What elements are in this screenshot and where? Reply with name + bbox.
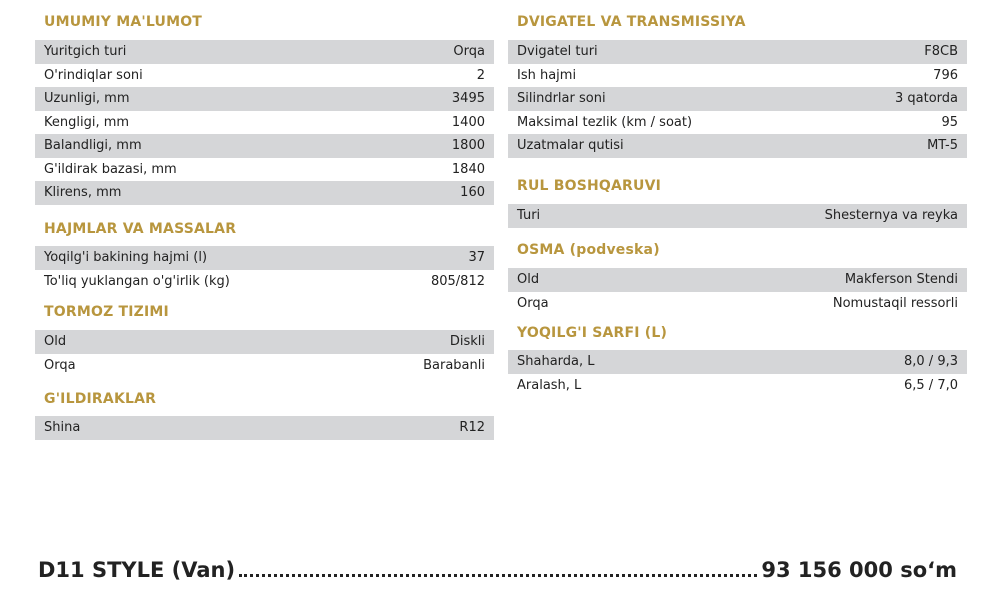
spec-row: Ish hajmi 796 bbox=[508, 64, 967, 88]
spec-label: Ish hajmi bbox=[517, 67, 577, 83]
spec-label: Maksimal tezlik (km / soat) bbox=[517, 114, 693, 130]
spec-row: Maksimal tezlik (km / soat) 95 bbox=[508, 111, 967, 135]
spec-value: Orqa bbox=[453, 44, 485, 60]
section-title: G'ILDIRAKLAR bbox=[44, 391, 157, 407]
spec-label: Shaharda, L bbox=[517, 354, 595, 370]
price: 93 156 000 so‘m bbox=[761, 558, 957, 582]
section-title: TORMOZ TIZIMI bbox=[44, 304, 169, 320]
spec-label: Yuritgich turi bbox=[44, 44, 127, 60]
spec-label: Shina bbox=[44, 420, 81, 436]
section-title: UMUMIY MA'LUMOT bbox=[44, 14, 203, 30]
spec-value: 805/812 bbox=[430, 273, 485, 289]
spec-row: Silindrlar soni 3 qatorda bbox=[508, 87, 967, 111]
spec-row: Orqa Barabanli bbox=[35, 354, 494, 378]
spec-row: Old Makferson Stendi bbox=[508, 268, 967, 292]
spec-label: Yoqilg'i bakining hajmi (l) bbox=[44, 250, 208, 266]
leader bbox=[239, 574, 758, 577]
spec-value: Diskli bbox=[449, 334, 485, 350]
section-title: DVIGATEL VA TRANSMISSIYA bbox=[517, 14, 746, 30]
price-line: D11 STYLE (Van) 93 156 000 so‘m bbox=[38, 558, 957, 582]
spec-row: G'ildirak bazasi, mm 1840 bbox=[35, 158, 494, 182]
spec-label: Orqa bbox=[517, 295, 549, 311]
spec-row: Yoqilg'i bakining hajmi (l) 37 bbox=[35, 246, 494, 270]
spec-label: Old bbox=[517, 272, 540, 288]
spec-value: 1400 bbox=[451, 114, 485, 130]
spec-value: Barabanli bbox=[423, 357, 485, 373]
spec-row: Balandligi, mm 1800 bbox=[35, 134, 494, 158]
spec-row: Klirens, mm 160 bbox=[35, 181, 494, 205]
spec-row: O'rindiqlar soni 2 bbox=[35, 64, 494, 88]
section-title: OSMA (podveska) bbox=[517, 242, 660, 258]
spec-row: Uzatmalar qutisi MT-5 bbox=[508, 134, 967, 158]
spec-value: Makferson Stendi bbox=[844, 272, 958, 288]
spec-value: 2 bbox=[476, 67, 485, 83]
spec-label: Orqa bbox=[44, 357, 76, 373]
spec-value: 160 bbox=[460, 185, 485, 201]
spec-row: Old Diskli bbox=[35, 330, 494, 354]
spec-row: Shaharda, L 8,0 / 9,3 bbox=[508, 350, 967, 374]
spec-value: 1800 bbox=[451, 138, 485, 154]
spec-value: 6,5 / 7,0 bbox=[904, 377, 958, 393]
spec-label: To'liq yuklangan o'g'irlik (kg) bbox=[44, 273, 230, 289]
spec-label: Balandligi, mm bbox=[44, 138, 142, 154]
spec-value: MT-5 bbox=[927, 138, 958, 154]
spec-row: Dvigatel turi F8CB bbox=[508, 40, 967, 64]
spec-label: Uzunligi, mm bbox=[44, 91, 130, 107]
spec-row: Orqa Nomustaqil ressorli bbox=[508, 292, 967, 316]
spec-label: Old bbox=[44, 334, 67, 350]
spec-value: R12 bbox=[459, 420, 485, 436]
spec-value: 95 bbox=[941, 114, 958, 130]
spec-label: Silindrlar soni bbox=[517, 91, 606, 107]
spec-row: Shina R12 bbox=[35, 416, 494, 440]
spec-value: Shesternya va reyka bbox=[824, 208, 958, 224]
section-title: YOQILG'I SARFI (L) bbox=[517, 325, 668, 341]
spec-row: Kengligi, mm 1400 bbox=[35, 111, 494, 135]
spec-label: Dvigatel turi bbox=[517, 44, 598, 60]
spec-row: Uzunligi, mm 3495 bbox=[35, 87, 494, 111]
spec-label: Uzatmalar qutisi bbox=[517, 138, 624, 154]
spec-label: Klirens, mm bbox=[44, 185, 122, 201]
spec-label: Aralash, L bbox=[517, 377, 582, 393]
spec-label: O'rindiqlar soni bbox=[44, 67, 143, 83]
spec-label: Turi bbox=[517, 208, 541, 224]
spec-value: Nomustaqil ressorli bbox=[832, 295, 958, 311]
section-title: HAJMLAR VA MASSALAR bbox=[44, 221, 237, 237]
spec-value: F8CB bbox=[924, 44, 958, 60]
spec-row: Turi Shesternya va reyka bbox=[508, 204, 967, 228]
spec-row: Aralash, L 6,5 / 7,0 bbox=[508, 374, 967, 398]
model: D11 STYLE (Van) bbox=[38, 558, 236, 582]
spec-value: 1840 bbox=[451, 161, 485, 177]
spec-value: 8,0 / 9,3 bbox=[904, 354, 958, 370]
spec-label: G'ildirak bazasi, mm bbox=[44, 161, 177, 177]
spec-row: Yuritgich turi Orqa bbox=[35, 40, 494, 64]
spec-value: 796 bbox=[933, 67, 958, 83]
spec-label: Kengligi, mm bbox=[44, 114, 130, 130]
spec-row: To'liq yuklangan o'g'irlik (kg) 805/812 bbox=[35, 270, 494, 294]
spec-value: 3 qatorda bbox=[894, 91, 958, 107]
spec-value: 37 bbox=[468, 250, 485, 266]
spec-value: 3495 bbox=[451, 91, 485, 107]
section-title: RUL BOSHQARUVI bbox=[517, 178, 662, 194]
